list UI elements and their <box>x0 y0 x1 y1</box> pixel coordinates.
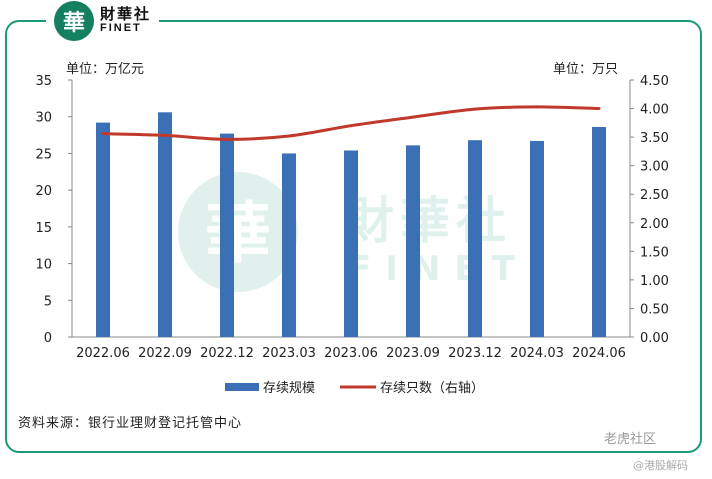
x-tick-label: 2023.12 <box>448 346 502 361</box>
line-point <box>349 124 353 128</box>
left-tick-label: 15 <box>35 221 52 236</box>
bar <box>406 145 420 337</box>
left-tick-label: 10 <box>35 258 52 273</box>
finet-logo-en: FINET <box>100 22 142 35</box>
right-tick-label: 0.50 <box>640 302 669 317</box>
left-tick-label: 20 <box>35 184 52 199</box>
x-tick-label: 2022.06 <box>76 346 130 361</box>
axes: 0 5 10 15 20 25 30 35 0.00 0.50 1.00 1.50 2.00 2.50 3.… <box>35 74 669 361</box>
line-point <box>101 132 105 136</box>
finet-logo-mark: 華 <box>54 1 94 41</box>
source-note: 资料来源：银行业理财登记托管中心 <box>18 416 243 431</box>
right-tick-label: 4.50 <box>640 74 669 89</box>
x-tick-label: 2023.06 <box>324 346 378 361</box>
bar <box>220 133 234 337</box>
left-tick-label: 0 <box>44 331 52 346</box>
right-tick-label: 1.50 <box>640 245 669 260</box>
legend-bar-label: 存续规模 <box>263 381 315 396</box>
watermark-cn: 財華社 <box>344 192 512 250</box>
series-line <box>102 105 600 141</box>
x-tick-label: 2023.03 <box>262 346 316 361</box>
line-point <box>287 134 291 138</box>
tiger-sub: @港股解码 <box>633 459 688 472</box>
bar <box>468 140 482 337</box>
x-tick-label: 2022.12 <box>200 346 254 361</box>
left-tick-label: 5 <box>44 294 52 309</box>
right-tick-label: 2.50 <box>640 188 669 203</box>
watermark-circle <box>178 172 298 292</box>
bar <box>530 140 544 337</box>
line-point <box>411 115 415 119</box>
right-axis-unit: 单位：万只 <box>553 62 619 77</box>
x-tick-label: 2022.09 <box>138 346 192 361</box>
left-tick-label: 35 <box>35 74 52 89</box>
bar <box>344 150 358 337</box>
bar <box>158 112 172 338</box>
right-tick-label: 1.00 <box>640 274 669 289</box>
legend-line-label: 存续只数（右轴） <box>380 381 484 396</box>
left-tick-label: 25 <box>35 147 52 162</box>
finet-logo-cn: 財華社 <box>100 5 152 24</box>
tiger-brand: 老虎社区 <box>604 432 657 447</box>
x-tick-label: 2024.03 <box>510 346 564 361</box>
watermark-mark: 華 <box>205 195 271 272</box>
line-point <box>163 133 167 137</box>
line-point <box>597 107 601 111</box>
line-point <box>473 107 477 111</box>
legend: 存续规模 存续只数（右轴） <box>225 381 484 396</box>
line-point <box>535 105 539 109</box>
right-tick-label: 2.00 <box>640 217 669 232</box>
bar <box>592 126 606 337</box>
bars-group <box>96 112 606 338</box>
x-tick-label: 2023.09 <box>386 346 440 361</box>
line-point <box>225 137 229 141</box>
line-group <box>101 105 601 141</box>
x-tick-label: 2024.06 <box>572 346 626 361</box>
legend-bar-swatch <box>225 383 259 391</box>
watermark-en: FINET <box>348 249 529 289</box>
chart-frame <box>5 20 702 453</box>
right-tick-label: 3.50 <box>640 131 669 146</box>
bar <box>96 122 110 338</box>
left-axis-unit: 单位：万亿元 <box>66 62 145 77</box>
finet-logo: 華 財華社 FINET <box>46 0 160 42</box>
right-tick-label: 0.00 <box>640 331 669 346</box>
bar <box>282 153 296 337</box>
right-tick-label: 4.00 <box>640 103 669 118</box>
right-tick-label: 3.00 <box>640 160 669 175</box>
left-tick-label: 30 <box>35 111 52 126</box>
